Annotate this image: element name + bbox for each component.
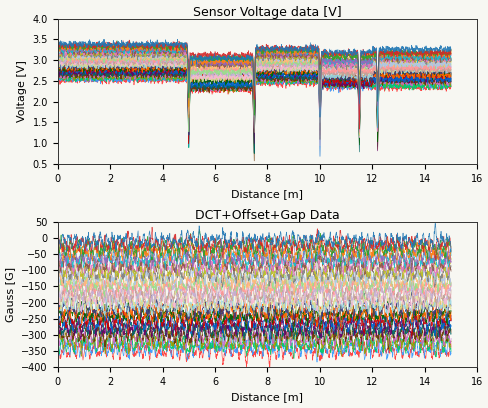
X-axis label: Distance [m]: Distance [m] [231,189,303,199]
Y-axis label: Gauss [G]: Gauss [G] [5,267,16,322]
Title: DCT+Offset+Gap Data: DCT+Offset+Gap Data [195,209,339,222]
Y-axis label: Voltage [V]: Voltage [V] [17,60,27,122]
Title: Sensor Voltage data [V]: Sensor Voltage data [V] [193,6,341,18]
X-axis label: Distance [m]: Distance [m] [231,392,303,402]
